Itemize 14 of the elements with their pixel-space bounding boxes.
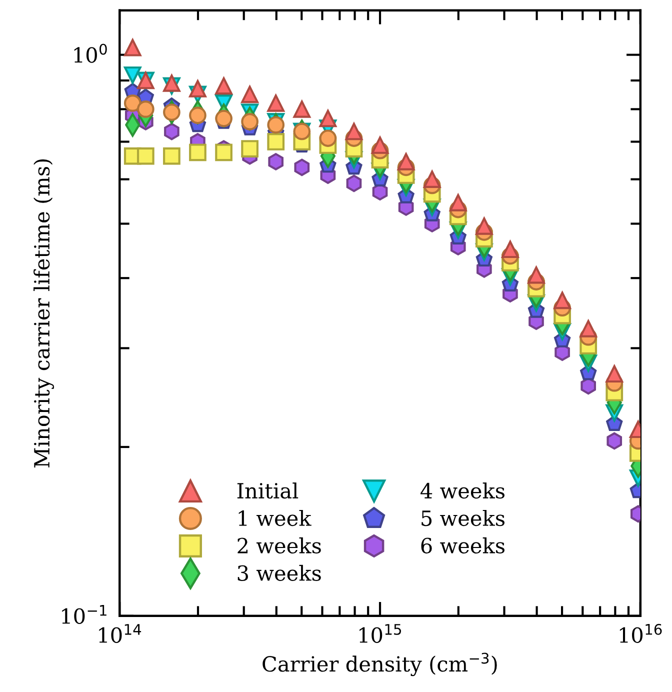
x-tick-label: 10$^{14}$ (99, 624, 142, 643)
legend-label: 5 weeks (422, 510, 504, 526)
legend-label: 4 weeks (420, 482, 504, 499)
x-tick-label: 10$^{16}$ (620, 624, 662, 643)
y-axis-title: Minority carrier lifetime (ms) (34, 159, 54, 468)
legend-label: 6 weeks (421, 537, 504, 554)
y-tick-label: 10$^{0}$ (74, 44, 107, 63)
x-tick-label: 10$^{15}$ (360, 624, 401, 643)
legend-label: 3 weeks (238, 564, 321, 581)
legend-label: 2 weeks (238, 537, 321, 554)
legend-label: Initial (237, 482, 298, 499)
y-tick-label: 10$^{−1}$ (62, 605, 106, 624)
legend-label: 1 week (238, 510, 312, 526)
x-axis-title: Carrier density (cm$^{−3}$) (262, 652, 497, 676)
